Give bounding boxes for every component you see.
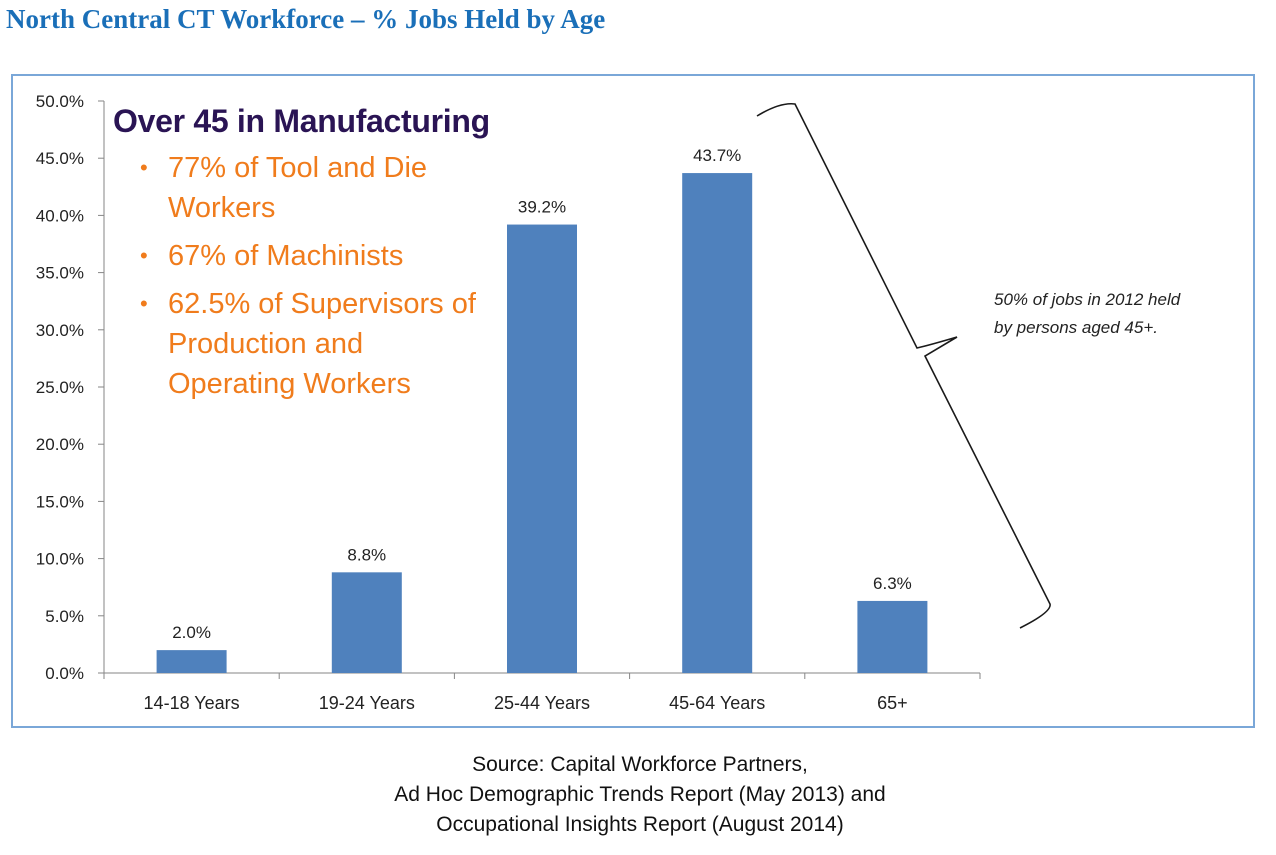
x-tick-label: 45-64 Years	[669, 693, 765, 713]
source-citation: Source: Capital Workforce Partners, Ad H…	[340, 750, 940, 840]
y-tick-label: 35.0%	[36, 264, 84, 283]
source-line: Ad Hoc Demographic Trends Report (May 20…	[394, 783, 886, 806]
brace-annotation-line: by persons aged 45+.	[994, 318, 1158, 337]
y-tick-label: 0.0%	[45, 664, 84, 683]
bar-data-label: 6.3%	[873, 574, 912, 593]
callout-item-text: 77% of Tool and Die Workers	[168, 152, 428, 224]
y-tick-label: 40.0%	[36, 206, 84, 225]
bar	[507, 224, 577, 673]
bullet-icon: •	[140, 155, 148, 180]
y-tick-label: 50.0%	[36, 92, 84, 111]
source-line: Occupational Insights Report (August 201…	[436, 813, 844, 836]
callout-item: • 77% of Tool and Die Workers	[113, 148, 498, 228]
chart-frame	[11, 74, 1255, 728]
bar	[857, 600, 928, 673]
y-tick-label: 20.0%	[36, 435, 84, 454]
callout-item: • 67% of Machinists	[113, 236, 498, 276]
y-tick-label: 30.0%	[36, 321, 84, 340]
page-title: North Central CT Workforce – % Jobs Held…	[6, 4, 606, 34]
bullet-icon: •	[140, 291, 148, 316]
callout-title: Over 45 in Manufacturing	[113, 103, 490, 139]
x-tick-label: 25-44 Years	[494, 693, 590, 713]
y-tick-label: 5.0%	[45, 607, 84, 626]
y-tick-label: 25.0%	[36, 378, 84, 397]
curly-brace-icon	[756, 102, 1051, 629]
source-line: Source: Capital Workforce Partners,	[472, 753, 808, 776]
brace-annotation-line: 50% of jobs in 2012 held	[994, 290, 1181, 309]
y-tick-label: 15.0%	[36, 492, 84, 511]
bar-data-label: 43.7%	[693, 146, 741, 165]
manufacturing-callout: Over 45 in Manufacturing • 77% of Tool an…	[113, 103, 498, 412]
bullet-icon: •	[140, 243, 148, 268]
callout-item: • 62.5% of Supervisors of Production and …	[113, 284, 498, 404]
bar	[331, 572, 402, 673]
bar	[682, 173, 753, 673]
x-tick-label: 65+	[877, 693, 908, 713]
callout-list: • 77% of Tool and Die Workers • 67% of Mac…	[113, 148, 498, 404]
callout-item-text: 62.5% of Supervisors of Production and O…	[168, 288, 476, 400]
x-tick-label: 19-24 Years	[319, 693, 415, 713]
y-tick-label: 10.0%	[36, 550, 84, 569]
brace-annotation: 50% of jobs in 2012 held by persons aged…	[994, 286, 1180, 342]
bar-data-label: 8.8%	[347, 545, 386, 564]
callout-item-text: 67% of Machinists	[168, 240, 404, 272]
bar-data-label: 2.0%	[172, 623, 211, 642]
y-tick-label: 45.0%	[36, 149, 84, 168]
bar	[156, 650, 227, 673]
x-tick-label: 14-18 Years	[144, 693, 240, 713]
bar-data-label: 39.2%	[518, 198, 566, 217]
